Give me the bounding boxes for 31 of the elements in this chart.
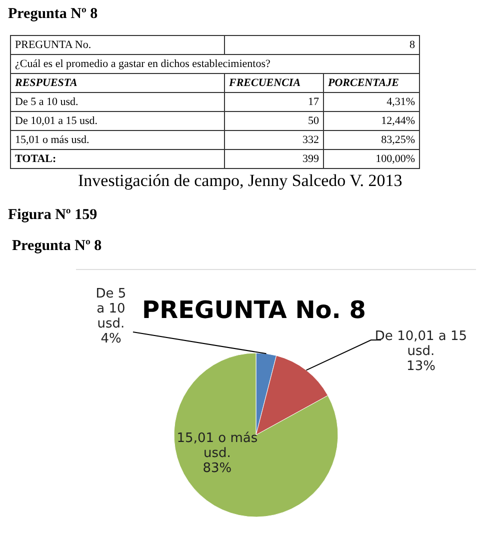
slice-label: 15,01 o más usd.: [176, 430, 258, 461]
data-label: 83%: [202, 460, 232, 476]
data-label: 4%: [100, 332, 122, 346]
text: PORCENTAJE: [324, 74, 420, 92]
text: 50: [224, 112, 324, 130]
text: 17: [224, 92, 324, 112]
text: 399: [224, 150, 324, 168]
slice-label: De 10,01 a 15 usd.: [374, 329, 468, 359]
text: 332: [224, 130, 324, 150]
data-label: 13%: [406, 359, 436, 374]
text: De 5 a 10 usd.: [10, 92, 224, 112]
pie-slice: [256, 355, 328, 436]
text: De 10,01 a 15 usd.: [10, 112, 224, 130]
text: 8: [224, 36, 420, 54]
text: PREGUNTA No.: [10, 36, 224, 54]
text: 15,01 o más usd.: [10, 130, 224, 150]
text: Investigación de campo, Jenny Salcedo V. 2013: [78, 171, 404, 191]
text: RESPUESTA: [10, 74, 224, 92]
slice-label: De 5 a 10 usd.: [96, 286, 126, 332]
text: Pregunta Nº 8: [12, 238, 103, 255]
text: FRECUENCIA: [224, 74, 324, 92]
text: 4,31%: [324, 92, 420, 112]
text: 100,00%: [324, 150, 420, 168]
text: 12,44%: [324, 112, 420, 130]
text: TOTAL:: [10, 150, 224, 168]
chart-title: PREGUNTA No. 8: [142, 296, 366, 324]
text: Pregunta Nº 8: [8, 6, 99, 23]
text: ¿Cuál es el promedio a gastar en dichos establecimientos?: [10, 54, 420, 74]
pie-slice: [174, 352, 338, 518]
text: Figura Nº 159: [8, 207, 98, 224]
text: 83,25%: [324, 130, 420, 150]
